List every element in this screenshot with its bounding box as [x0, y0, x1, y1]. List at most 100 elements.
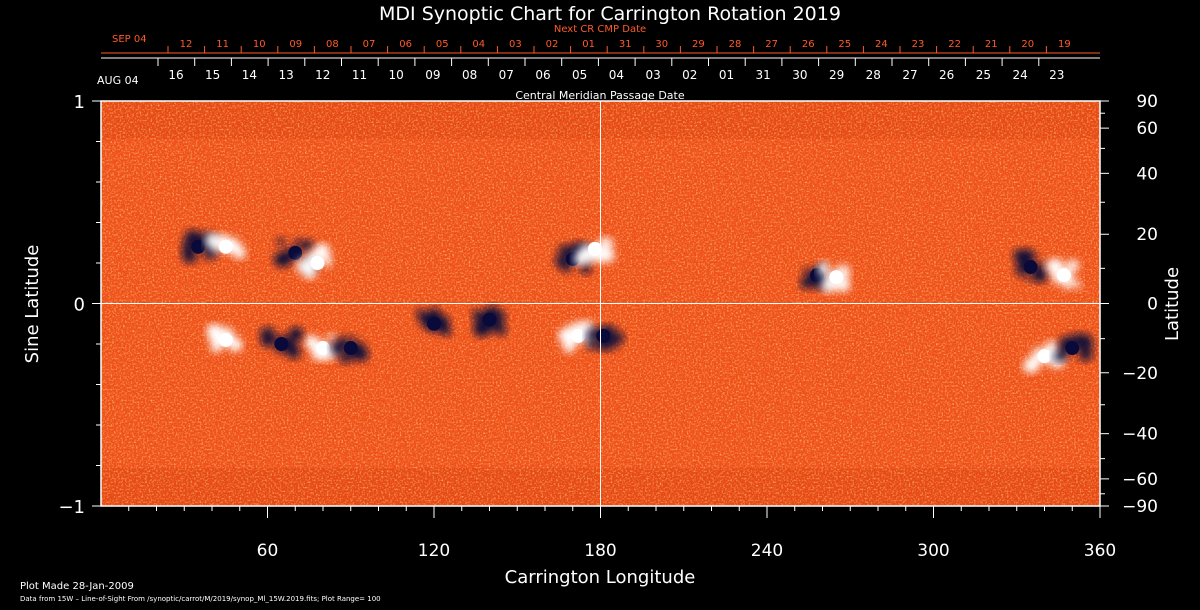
flux-blob: [415, 308, 425, 318]
next-cr-date-label: 10: [253, 39, 266, 50]
flux-blob: [302, 239, 315, 252]
flux-core: [218, 332, 233, 347]
flux-blob: [1069, 335, 1076, 343]
y-right-tick-label: −20: [1122, 364, 1158, 384]
next-cr-date-label: 20: [1021, 39, 1034, 50]
y-right-tick-label: −60: [1122, 470, 1158, 490]
flux-blob: [330, 334, 336, 340]
y-axis-label-left: Sine Latitude: [22, 245, 43, 364]
next-cr-date-label: 31: [619, 39, 632, 50]
flux-blob: [1045, 261, 1053, 270]
y-right-tick-label: 0: [1147, 295, 1158, 315]
flux-blob: [579, 262, 592, 275]
flux-blob: [803, 267, 810, 274]
next-cr-date-label: 25: [838, 39, 851, 50]
flux-blob: [586, 339, 597, 350]
cmp-month: AUG 04: [97, 74, 139, 87]
right-axis: 90 60 40 20 0 −20 −40 −60 −90: [1100, 92, 1158, 517]
flux-core: [343, 341, 358, 356]
cmp-date-label: 13: [278, 68, 293, 82]
cmp-date-label: 09: [425, 68, 440, 82]
next-cr-date-label: 29: [692, 39, 705, 50]
flux-blob: [1073, 281, 1082, 289]
y-left-tick-label: 1: [74, 92, 85, 113]
next-cr-date-label: 08: [326, 39, 339, 50]
flux-blob: [1025, 275, 1032, 282]
flux-blob: [350, 334, 356, 340]
next-cr-date-label: 12: [180, 39, 193, 50]
flux-blob: [588, 326, 599, 337]
flux-blob: [187, 239, 193, 245]
cmp-date-label: 16: [168, 68, 183, 82]
next-cr-date-label: 02: [546, 39, 559, 50]
next-cr-date-label: 03: [509, 39, 522, 50]
next-cr-date-label: 26: [802, 39, 815, 50]
next-cr-ticks: 12 11 10 09 08 07 06 05 04 03 02 01 31 30 29 28 27 26 25 24…: [167, 39, 1071, 53]
flux-blob: [473, 317, 479, 323]
next-cr-date-label: 21: [985, 39, 998, 50]
cmp-date-label: 26: [939, 68, 954, 82]
next-cr-month: SEP 04: [112, 34, 147, 45]
flux-blob: [1022, 358, 1039, 374]
y-right-tick-label: 40: [1136, 164, 1158, 184]
cmp-date-label: 12: [315, 68, 330, 82]
flux-core: [1037, 349, 1052, 364]
flux-core: [316, 341, 330, 356]
flux-blob: [289, 327, 303, 341]
flux-blob: [567, 334, 573, 339]
flux-blob: [429, 306, 441, 318]
cmp-date-label: 07: [499, 68, 514, 82]
active-regions: [181, 229, 1094, 374]
flux-blob: [233, 246, 246, 260]
next-cr-date-label: 07: [363, 39, 376, 50]
next-cr-date-label: 22: [948, 39, 961, 50]
plot-made-note: Plot Made 28-Jan-2009: [20, 581, 134, 592]
flux-blob: [610, 330, 625, 346]
flux-blob: [1066, 259, 1080, 273]
next-cr-date-label: 30: [655, 39, 668, 50]
next-cr-date-label: 09: [289, 39, 302, 50]
flux-blob: [1012, 248, 1028, 264]
x-tick-label: 60: [257, 541, 279, 561]
flux-core: [274, 337, 289, 351]
x-tick-label: 120: [418, 541, 450, 561]
flux-blob: [472, 313, 479, 319]
cmp-date-label: 04: [609, 68, 624, 82]
flux-blob: [208, 323, 221, 336]
flux-core: [427, 316, 441, 331]
next-cr-date-label: 19: [1058, 39, 1071, 50]
cmp-date-label: 30: [792, 68, 807, 82]
cmp-label: Central Meridian Passage Date: [515, 89, 684, 102]
next-cr-date-label: 27: [765, 39, 778, 50]
y-right-tick-label: −90: [1122, 497, 1158, 517]
flux-core: [1056, 268, 1071, 283]
flux-blob: [290, 345, 299, 354]
flux-core: [191, 239, 206, 254]
cmp-date-label: 08: [462, 68, 477, 82]
flux-blob: [807, 279, 815, 288]
flux-blob: [501, 311, 507, 317]
next-cr-date-label: 06: [399, 39, 412, 50]
next-cr-date-label: 01: [582, 39, 595, 50]
flux-blob: [581, 244, 590, 253]
cmp-ticks: 16 15 14 13 12 11 10 09 08 07 06 05 04 03 02 01 31 30 29 28…: [157, 58, 1064, 82]
flux-blob: [324, 257, 333, 265]
cmp-date-label: 01: [719, 68, 734, 82]
next-cr-date-label: 28: [729, 39, 742, 50]
chart-title: MDI Synoptic Chart for Carrington Rotati…: [379, 3, 841, 25]
data-source-note: Data from 15W – Line-of-Sight From /syno…: [20, 595, 381, 603]
flux-blob: [334, 345, 344, 355]
flux-core: [288, 245, 303, 260]
y-right-tick-label: −40: [1122, 425, 1158, 445]
flux-core: [587, 241, 602, 256]
flux-blob: [1055, 263, 1061, 269]
flux-blob: [211, 247, 217, 254]
x-axis-label: Carrington Longitude: [505, 567, 696, 588]
cmp-date-label: 31: [756, 68, 771, 82]
flux-blob: [316, 250, 321, 255]
y-left-tick-label: 0: [74, 295, 85, 316]
cmp-date-label: 05: [572, 68, 587, 82]
flux-blob: [1057, 349, 1069, 361]
cmp-date-label: 02: [682, 68, 697, 82]
